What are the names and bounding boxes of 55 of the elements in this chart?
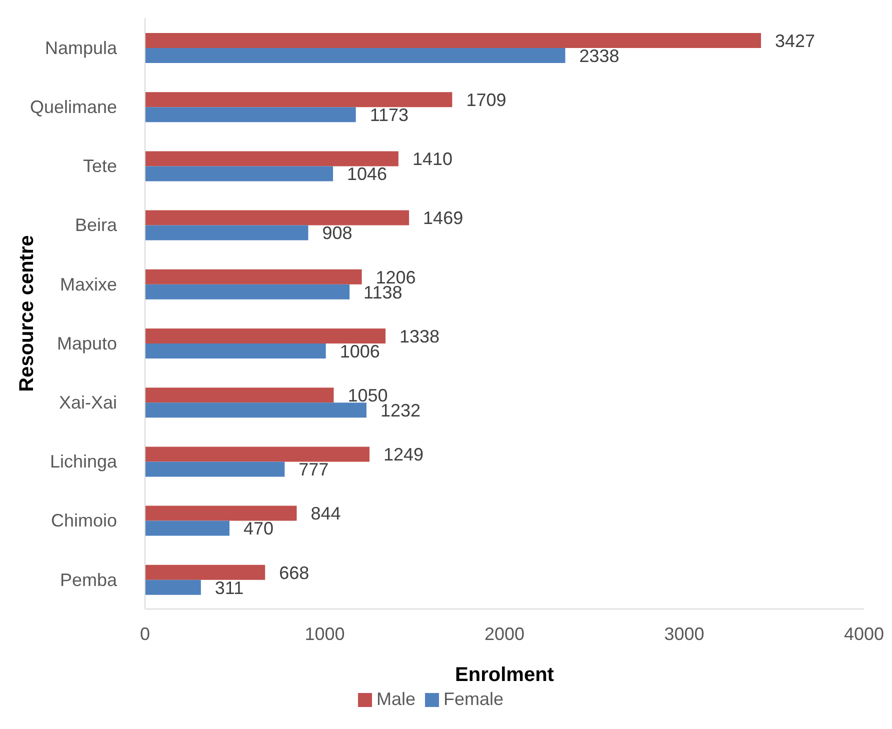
bar bbox=[145, 166, 334, 182]
data-label: 1173 bbox=[370, 104, 409, 125]
y-tick-label: Chimoio bbox=[50, 510, 117, 531]
y-axis-title: Resource centre bbox=[16, 235, 38, 392]
bar bbox=[145, 33, 762, 48]
y-tick-label: Pemba bbox=[60, 570, 118, 590]
bar bbox=[145, 462, 285, 477]
bar bbox=[145, 388, 334, 403]
data-label: 777 bbox=[298, 460, 329, 480]
bar bbox=[145, 210, 410, 226]
data-label: 3427 bbox=[775, 30, 816, 51]
data-label: 311 bbox=[214, 578, 244, 598]
data-label: 1709 bbox=[466, 90, 506, 110]
bar bbox=[145, 564, 266, 580]
bar bbox=[145, 344, 326, 358]
bar bbox=[145, 328, 386, 344]
data-label: 470 bbox=[243, 518, 274, 539]
bar bbox=[145, 402, 366, 418]
data-label: 2338 bbox=[579, 46, 620, 66]
data-label: 1006 bbox=[340, 341, 380, 362]
bar bbox=[145, 284, 350, 300]
bar bbox=[145, 580, 201, 595]
bar bbox=[145, 151, 398, 166]
y-tick-label: Beira bbox=[74, 215, 118, 236]
x-tick-label: 3000 bbox=[664, 624, 704, 644]
bar bbox=[145, 92, 452, 108]
bar bbox=[145, 107, 356, 122]
data-label: 844 bbox=[310, 504, 341, 524]
y-tick-label: Xai-Xai bbox=[58, 392, 117, 413]
y-tick-label: Maputo bbox=[56, 333, 117, 354]
x-tick-label: 2000 bbox=[484, 624, 525, 644]
bar bbox=[145, 520, 230, 536]
data-label: 1469 bbox=[423, 208, 464, 228]
x-tick-label: 0 bbox=[140, 624, 150, 644]
bar bbox=[145, 48, 566, 63]
y-tick-label: Tete bbox=[82, 156, 117, 176]
data-label: 1046 bbox=[347, 164, 388, 184]
x-tick-label: 1000 bbox=[304, 624, 345, 644]
y-tick-label: Lichinga bbox=[50, 452, 118, 472]
bar bbox=[145, 225, 308, 240]
data-label: 1410 bbox=[412, 149, 452, 170]
bar bbox=[145, 506, 297, 521]
legend-label: Male bbox=[376, 689, 416, 709]
x-axis-title: Enrolment bbox=[455, 664, 554, 686]
data-label: 1338 bbox=[400, 326, 440, 346]
data-label: 668 bbox=[279, 562, 310, 583]
y-tick-label: Quelimane bbox=[30, 97, 117, 118]
data-label: 1249 bbox=[384, 444, 424, 465]
x-tick-label: 4000 bbox=[844, 624, 884, 644]
y-tick-label: Nampula bbox=[44, 38, 118, 58]
bar bbox=[145, 269, 362, 284]
data-label: 908 bbox=[322, 223, 352, 244]
y-tick-label: Maxixe bbox=[60, 274, 117, 294]
bar bbox=[145, 446, 370, 462]
legend-label: Female bbox=[443, 689, 504, 709]
